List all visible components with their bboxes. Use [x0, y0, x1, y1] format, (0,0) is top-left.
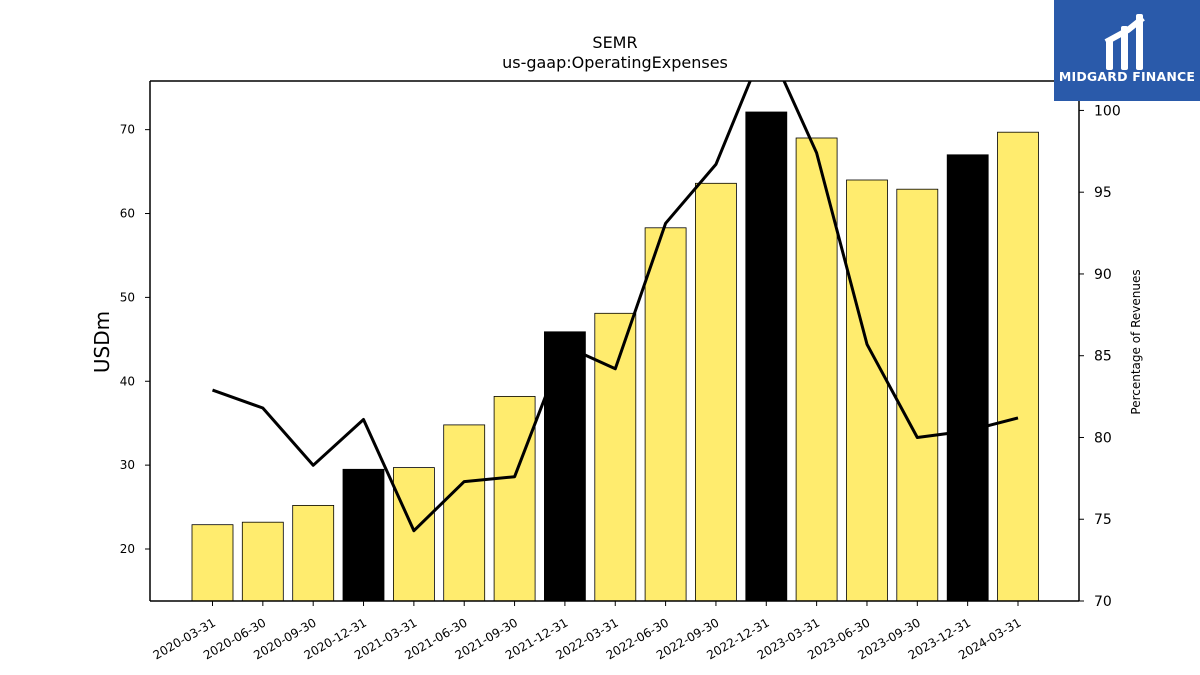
- y-tick-label: 60: [120, 207, 135, 221]
- y2-tick-label: 75: [1094, 512, 1112, 528]
- y2-tick-label: 90: [1094, 267, 1112, 283]
- midgard-logo-icon: [1104, 14, 1145, 70]
- y-tick-label: 20: [120, 542, 135, 556]
- bar-2020-09-30: [292, 504, 335, 602]
- y2-axis-label: Percentage of Revenues: [1129, 269, 1143, 414]
- chart-subtitle: us-gaap:OperatingExpenses: [502, 53, 728, 72]
- y2-tick-label: 95: [1094, 185, 1112, 201]
- bar-2021-09-30: [493, 395, 536, 602]
- bar-2020-03-31: [191, 524, 234, 602]
- y2-tick-label: 70: [1094, 594, 1112, 610]
- bar-2021-03-31: [392, 467, 435, 602]
- y-axis-label: USDm: [90, 311, 114, 373]
- y2-tick-label: 100: [1094, 103, 1121, 119]
- bar-2024-03-31: [997, 131, 1039, 602]
- y-tick-label: 30: [120, 458, 135, 472]
- axes: [149, 80, 1080, 602]
- bar-2021-06-30: [443, 424, 486, 602]
- bar-2023-12-31: [946, 154, 989, 602]
- y-tick-label: 70: [120, 123, 135, 137]
- y-tick-label: 40: [120, 374, 135, 388]
- bar-2023-06-30: [846, 179, 888, 602]
- logo-text: MIDGARD FINANCE: [1058, 69, 1196, 84]
- line-series: [211, 81, 1019, 533]
- midgard-finance-logo: MIDGARD FINANCE: [1054, 0, 1200, 101]
- y2-tick-label: 80: [1094, 430, 1112, 446]
- bar-2022-03-31: [594, 312, 637, 602]
- bar-2022-12-31: [745, 111, 788, 602]
- percentage-of-revenues-line: [211, 81, 1019, 533]
- bar-series: [191, 111, 1039, 602]
- bar-2020-12-31: [342, 468, 385, 602]
- bar-2020-06-30: [241, 521, 284, 602]
- bar-2022-06-30: [644, 227, 687, 602]
- bar-2021-12-31: [544, 331, 586, 602]
- bar-2022-09-30: [695, 182, 737, 602]
- y-tick-label: 50: [120, 290, 135, 304]
- y2-tick-label: 85: [1094, 349, 1112, 365]
- bar-2023-03-31: [795, 137, 838, 602]
- bar-2023-09-30: [896, 188, 939, 602]
- chart-title: SEMR: [592, 33, 637, 52]
